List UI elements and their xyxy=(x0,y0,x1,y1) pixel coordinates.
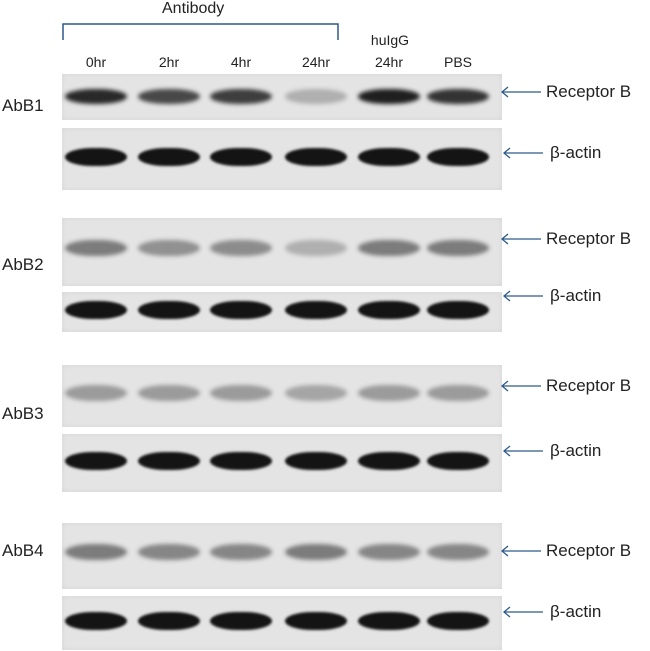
antibody-group-label: Antibody xyxy=(162,0,225,17)
target-band xyxy=(138,240,200,256)
antibody-row-label: AbB3 xyxy=(2,404,44,423)
loading-band xyxy=(65,301,127,319)
loading-band xyxy=(210,612,272,630)
lane-label: 24hr xyxy=(374,54,404,70)
receptor-marker-label: Receptor B xyxy=(546,82,632,101)
target-band xyxy=(138,544,200,560)
target-band xyxy=(210,385,272,401)
actin-marker-label: β-actin xyxy=(550,286,602,305)
receptor-blot-strip xyxy=(62,74,502,120)
antibody-row-label: AbB4 xyxy=(2,541,44,560)
loading-band xyxy=(138,148,200,166)
control-label: huIgG xyxy=(370,32,410,48)
loading-band xyxy=(138,612,200,630)
loading-band xyxy=(427,612,489,630)
target-band xyxy=(285,240,347,256)
actin-blot-strip xyxy=(62,596,502,650)
target-band xyxy=(210,89,272,104)
actin-blot-strip xyxy=(62,434,502,492)
target-band xyxy=(210,240,272,256)
target-band xyxy=(285,385,347,401)
loading-band xyxy=(285,148,347,166)
loading-band xyxy=(65,452,127,470)
target-band xyxy=(427,89,489,104)
target-band xyxy=(138,385,200,401)
loading-band xyxy=(210,148,272,166)
pointer-arrow-icon xyxy=(502,445,543,457)
target-band xyxy=(427,385,489,401)
receptor-blot-strip xyxy=(62,365,502,427)
loading-band xyxy=(427,301,489,319)
receptor-blot-strip xyxy=(62,218,502,286)
loading-band xyxy=(138,301,200,319)
loading-band xyxy=(285,612,347,630)
actin-marker-label: β-actin xyxy=(550,441,602,460)
loading-band xyxy=(65,148,127,166)
loading-band xyxy=(427,452,489,470)
pointer-arrow-icon xyxy=(500,233,541,245)
actin-blot-strip xyxy=(62,292,502,332)
target-band xyxy=(138,89,200,104)
receptor-marker-label: Receptor B xyxy=(546,541,632,560)
target-band xyxy=(210,544,272,560)
receptor-blot-strip xyxy=(62,523,502,589)
loading-band xyxy=(65,612,127,630)
pointer-arrow-icon xyxy=(500,86,541,98)
target-band xyxy=(358,240,420,256)
loading-band xyxy=(285,452,347,470)
pointer-arrow-icon xyxy=(502,147,543,159)
loading-band xyxy=(358,301,420,319)
lane-label: 0hr xyxy=(85,54,107,70)
target-band xyxy=(358,544,420,560)
antibody-bracket xyxy=(62,23,339,40)
target-band xyxy=(65,89,127,104)
loading-band xyxy=(358,612,420,630)
target-band xyxy=(358,89,420,104)
lane-label: PBS xyxy=(443,54,472,70)
antibody-row-label: AbB1 xyxy=(2,96,44,115)
pointer-arrow-icon xyxy=(502,606,543,618)
antibody-row-label: AbB2 xyxy=(2,255,44,274)
receptor-marker-label: Receptor B xyxy=(546,229,632,248)
loading-band xyxy=(138,452,200,470)
target-band xyxy=(285,544,347,560)
target-band xyxy=(427,544,489,560)
target-band xyxy=(65,544,127,560)
target-band xyxy=(65,385,127,401)
loading-band xyxy=(210,301,272,319)
actin-marker-label: β-actin xyxy=(550,602,602,621)
lane-label: 2hr xyxy=(158,54,180,70)
pointer-arrow-icon xyxy=(500,380,541,392)
target-band xyxy=(285,89,347,104)
receptor-marker-label: Receptor B xyxy=(546,376,632,395)
loading-band xyxy=(358,148,420,166)
loading-band xyxy=(210,452,272,470)
lane-label: 4hr xyxy=(230,54,252,70)
target-band xyxy=(427,240,489,256)
pointer-arrow-icon xyxy=(500,545,541,557)
pointer-arrow-icon xyxy=(502,290,543,302)
lane-label: 24hr xyxy=(301,54,331,70)
target-band xyxy=(358,385,420,401)
actin-marker-label: β-actin xyxy=(550,143,602,162)
target-band xyxy=(65,240,127,256)
loading-band xyxy=(285,301,347,319)
loading-band xyxy=(427,148,489,166)
actin-blot-strip xyxy=(62,128,502,190)
loading-band xyxy=(358,452,420,470)
